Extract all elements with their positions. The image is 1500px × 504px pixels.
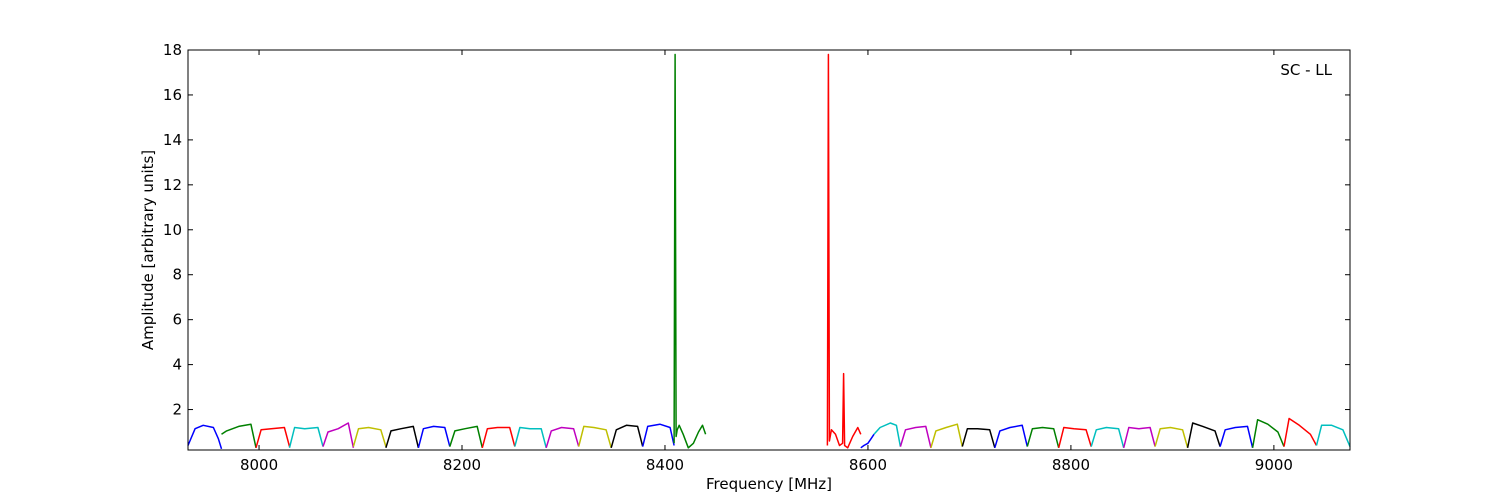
chart-annotation: SC - LL [1280,61,1332,79]
series-line [994,424,1029,449]
series-line [288,426,324,448]
series-line [577,425,612,449]
y-tick-label: 18 [163,41,182,59]
series-line [899,425,932,448]
x-tick-label: 8200 [443,456,481,474]
x-axis-label: Frequency [MHz] [706,475,832,493]
series-line [322,422,355,448]
plot-frame [187,49,1351,451]
x-tick-label: 9000 [1255,456,1293,474]
series-line [961,427,996,449]
series-line [1026,426,1060,448]
y-tick-label: 2 [172,401,182,419]
series-line [481,426,516,448]
y-axis-label: Amplitude [arbitrary units] [139,150,157,350]
x-tick-label: 8400 [646,456,684,474]
series-layer [187,53,1351,450]
series-line [449,425,484,448]
series-line [826,53,862,449]
series-line [385,425,420,449]
series-line [352,426,387,447]
y-tick-label: 14 [163,131,182,149]
y-tick-label: 12 [163,176,182,194]
series-line [1122,426,1156,448]
plot-area [188,50,1350,450]
series-line [641,423,675,447]
y-tick-label: 8 [172,266,182,284]
x-tick-label: 8000 [240,456,278,474]
series-line [1186,422,1221,448]
x-tick-label: 8600 [849,456,887,474]
series-line [930,423,964,449]
x-tick-label: 8800 [1052,456,1090,474]
series-line [1154,426,1189,449]
series-line [1057,426,1092,448]
x-axis-ticks: 8000 8200 8400 8600 8800 9000 [240,50,1293,474]
series-line [610,424,644,449]
y-axis-ticks: 2 4 6 8 10 12 14 16 18 [163,41,1350,419]
series-line [873,422,902,447]
series-line [860,433,875,449]
series-line [1251,418,1285,448]
series-line [1090,426,1125,448]
y-tick-label: 16 [163,86,182,104]
y-tick-label: 6 [172,311,182,329]
y-tick-label: 10 [163,221,182,239]
series-line [221,423,257,448]
series-line [417,425,451,448]
series-line [255,426,291,449]
y-tick-label: 4 [172,356,182,374]
series-line [1283,417,1318,447]
series-line [1315,424,1351,447]
series-line [514,426,547,448]
series-line [545,426,580,449]
series-line [187,424,223,450]
series-line [1219,425,1254,448]
series-line [673,53,707,449]
